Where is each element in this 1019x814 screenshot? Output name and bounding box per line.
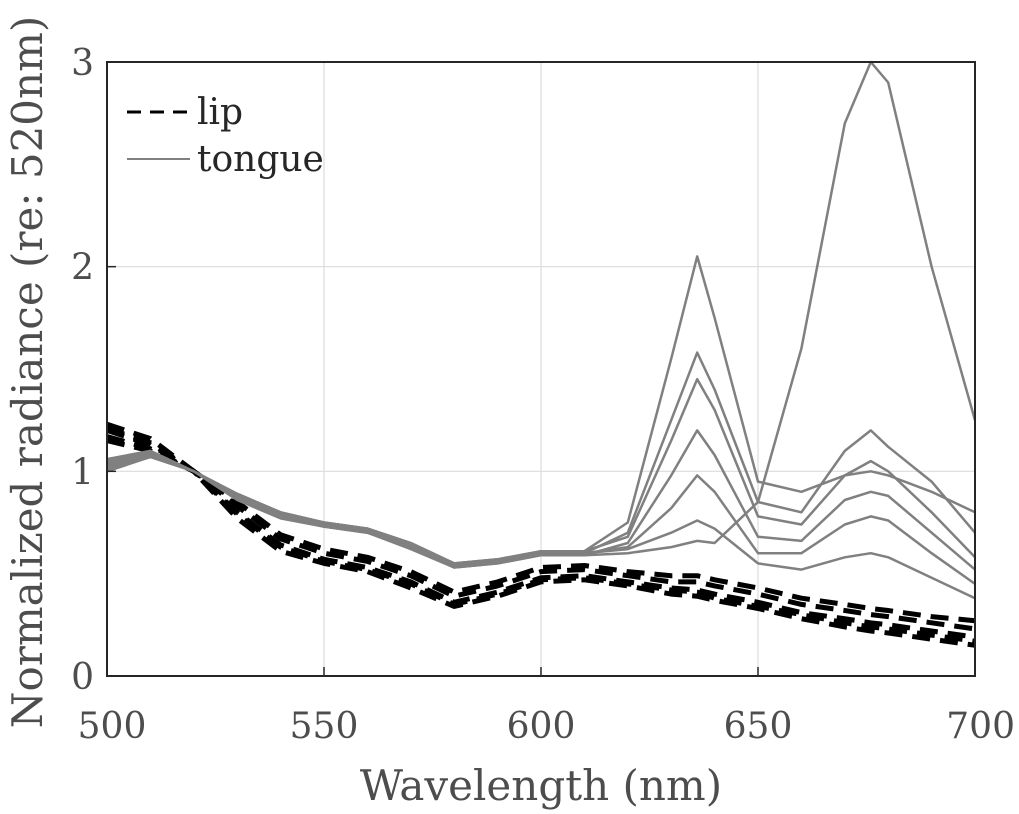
y-axis: 0 1 2 3 <box>71 43 116 698</box>
y-tick-label: 1 <box>71 452 94 493</box>
legend: lip tongue <box>127 92 324 180</box>
x-axis-title: Wavelength (nm) <box>360 761 722 810</box>
x-tick-label: 650 <box>724 706 793 747</box>
series-line-tongue <box>106 255 976 565</box>
series-line-lip <box>106 421 976 648</box>
y-tick-label: 0 <box>71 657 94 698</box>
x-axis: 500 550 600 650 700 <box>78 667 1015 747</box>
series-line-tongue <box>106 351 976 567</box>
series-line-lip <box>106 428 976 640</box>
x-tick-label: 500 <box>78 706 147 747</box>
legend-lip-label: lip <box>197 92 243 133</box>
legend-tongue-label: tongue <box>197 139 324 180</box>
series-line-lip <box>106 434 976 632</box>
x-tick-label: 550 <box>290 706 359 747</box>
plot-area <box>106 60 977 648</box>
y-tick-label: 3 <box>71 43 94 84</box>
x-tick-label: 600 <box>507 706 576 747</box>
y-axis-title: Normalized radiance (re: 520nm) <box>3 16 52 729</box>
series-line-tongue <box>106 60 977 569</box>
x-tick-label: 700 <box>946 706 1015 747</box>
y-tick-label: 2 <box>71 248 94 289</box>
series-line-lip <box>106 438 976 624</box>
